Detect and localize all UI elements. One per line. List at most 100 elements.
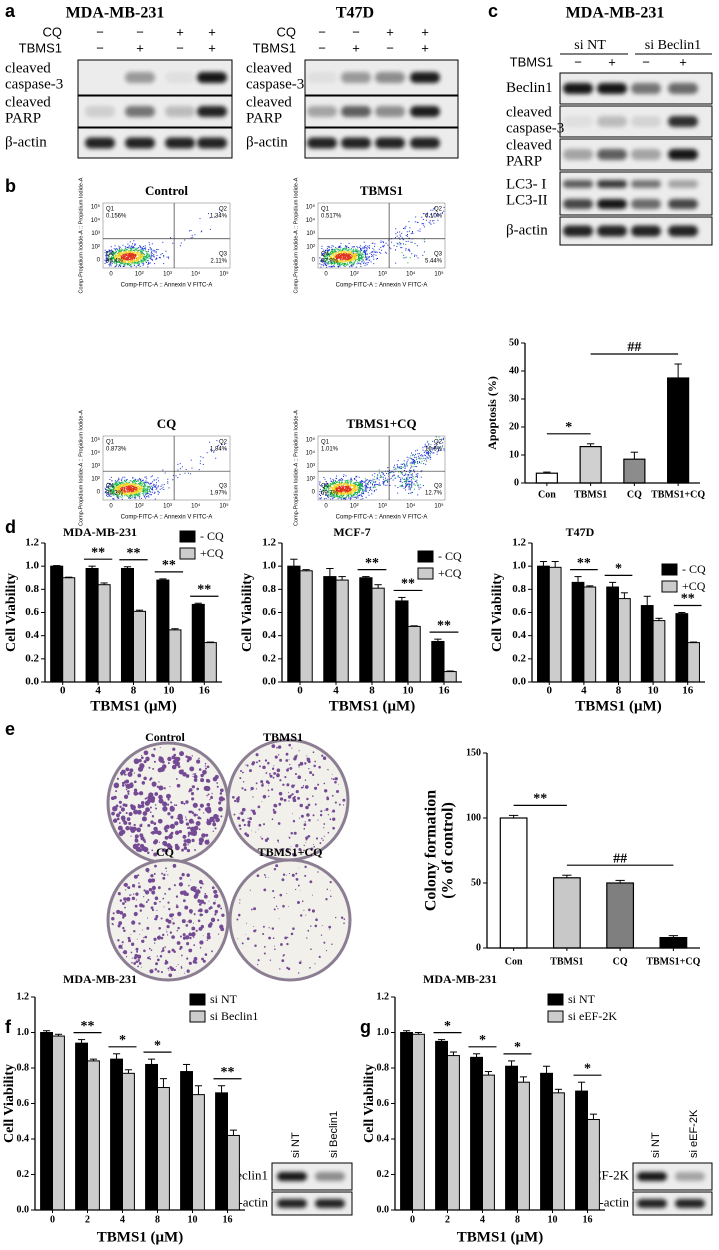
y-tick-label: 1.2 xyxy=(512,537,526,549)
bar xyxy=(587,1118,600,1211)
panel-label: g xyxy=(360,1017,371,1037)
significance-label: * xyxy=(565,420,572,435)
band-label: cleaved caspase-3 xyxy=(506,105,564,137)
y-axis-label: Cell Viability xyxy=(240,573,255,652)
flow-x-tick-label: 0 xyxy=(324,272,328,278)
y-tick-label: 0 xyxy=(514,477,519,488)
bar xyxy=(548,566,562,683)
x-tick-label: 0 xyxy=(547,685,553,697)
flow-x-tick-label: 10³ xyxy=(378,504,387,510)
x-axis-label: TBMS1 (μM) xyxy=(90,698,176,714)
significance-label: ** xyxy=(221,1065,235,1080)
y-tick-label: 100 xyxy=(466,812,481,823)
blot-title: T47D xyxy=(336,5,374,22)
flow-x-label: Comp-FITC-A :: Annexin V FITC-A xyxy=(121,515,213,521)
panel-label: d xyxy=(5,517,16,537)
bar xyxy=(407,625,421,683)
quadrant-percent: 87.9% xyxy=(321,259,339,265)
x-tick-label: Con xyxy=(538,489,556,500)
y-axis-label: Cell Viability xyxy=(490,573,505,652)
flow-y-tick-label: 10⁴ xyxy=(306,217,316,224)
significance-label: ** xyxy=(365,556,379,571)
bar xyxy=(412,1033,425,1211)
blot-strip xyxy=(632,1191,713,1216)
bar xyxy=(191,603,205,683)
y-tick-label: 0.0 xyxy=(262,676,276,688)
bar xyxy=(168,629,182,683)
significance-label: ## xyxy=(613,851,627,866)
x-tick-label: TBMS1 xyxy=(574,489,607,500)
x-tick-label: 2 xyxy=(445,1214,450,1225)
y-tick-label: 0.4 xyxy=(17,1133,30,1144)
lane-label: si NT xyxy=(650,1132,662,1158)
y-axis-label: Apoptosis (%) xyxy=(485,376,499,450)
legend-swatch xyxy=(547,1010,564,1023)
flow-y-tick-label: 10² xyxy=(306,244,315,250)
flow-y-tick-label: 10⁵ xyxy=(306,204,316,211)
condition-sign: + xyxy=(208,24,216,39)
quadrant-percent: 0.873% xyxy=(106,447,127,453)
condition-sign: + xyxy=(136,40,144,55)
blot-band xyxy=(307,106,337,117)
flow-x-tick-label: 10² xyxy=(350,504,359,510)
bar xyxy=(583,586,597,683)
flow-x-tick-label: 10⁵ xyxy=(219,271,229,278)
bar xyxy=(180,1071,194,1211)
blot-band xyxy=(675,1172,705,1181)
panel-label: e xyxy=(5,719,15,739)
blot-band xyxy=(197,106,227,117)
x-axis-label: TBMS1 (μM) xyxy=(329,698,415,714)
quadrant-name: Q1 xyxy=(321,207,330,213)
bar xyxy=(606,882,635,949)
condition-sign: + xyxy=(352,40,360,55)
flow-y-label: Comp-Propidium Iodide-A :: Propidium Iod… xyxy=(78,177,84,293)
bar xyxy=(667,377,690,484)
y-tick-label: 0.2 xyxy=(377,1169,390,1180)
plate-title: Control xyxy=(145,730,185,744)
band-label: Beclin1 xyxy=(506,80,553,96)
y-tick-label: 0 xyxy=(476,942,481,953)
legend-swatch xyxy=(179,547,196,560)
blot-band xyxy=(125,137,155,149)
band-label: cleaved caspase-3 xyxy=(5,61,63,93)
chart-title: MDA-MB-231 xyxy=(423,972,497,986)
flow-y-tick-label: 10⁵ xyxy=(91,204,101,211)
quadrant-name: Q2 xyxy=(219,440,228,446)
colony-plate xyxy=(226,738,350,862)
bar xyxy=(52,1035,65,1211)
quadrant-name: Q4 xyxy=(106,484,115,490)
x-tick-label: 8 xyxy=(369,685,375,697)
x-tick-label: 8 xyxy=(616,685,622,697)
y-tick-label: 0.2 xyxy=(25,652,39,664)
blot-band xyxy=(165,106,195,117)
y-tick-label: 0.0 xyxy=(377,1204,390,1215)
y-tick-label: 0.6 xyxy=(377,1098,390,1109)
chart-title: T47D xyxy=(566,525,595,539)
band-label: cleaved PARP xyxy=(506,138,552,170)
plate-title: TBMS1+CQ xyxy=(258,845,323,859)
y-tick-label: 1.0 xyxy=(512,560,526,572)
y-tick-label: 0.8 xyxy=(262,583,276,595)
group-label: si Beclin1 xyxy=(645,38,701,53)
x-tick-label: 2 xyxy=(85,1214,90,1225)
plate-title: CQ xyxy=(156,845,174,859)
legend-label: - CQ xyxy=(200,529,224,543)
legend-label: +CQ xyxy=(200,546,224,560)
flow-x-tick-label: 10⁴ xyxy=(406,503,416,510)
blot-band xyxy=(410,106,440,117)
blot-band xyxy=(341,137,371,149)
bar xyxy=(443,671,457,683)
flow-events xyxy=(120,485,138,493)
bar xyxy=(447,1055,460,1211)
blot-band xyxy=(125,106,155,117)
panel-label: a xyxy=(5,1,16,21)
x-tick-label: 10 xyxy=(403,685,415,697)
significance-label: ** xyxy=(681,592,695,607)
blot-band xyxy=(668,149,698,160)
chart-title: MDA-MB-231 xyxy=(63,525,137,539)
bar xyxy=(157,1087,170,1211)
blot-band xyxy=(668,199,698,209)
flow-y-tick-label: 10⁴ xyxy=(91,450,101,457)
legend-swatch xyxy=(417,567,434,580)
blot-band xyxy=(563,149,593,160)
